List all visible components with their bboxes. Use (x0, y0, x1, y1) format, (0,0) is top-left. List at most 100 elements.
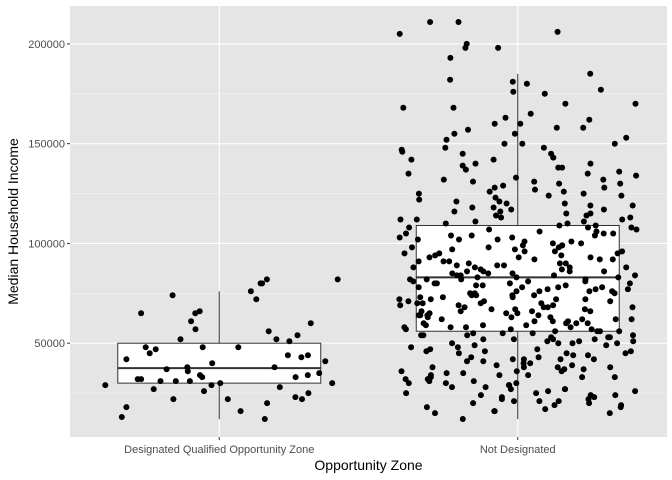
data-point (184, 368, 191, 375)
data-point (292, 374, 299, 381)
data-point (286, 338, 293, 345)
data-point (611, 140, 618, 147)
data-point (209, 360, 216, 367)
data-point (451, 208, 458, 215)
data-point (416, 196, 423, 203)
data-point (462, 166, 469, 173)
x-tick-label: Not Designated (480, 444, 556, 456)
data-point (556, 222, 563, 229)
data-point (512, 306, 519, 313)
data-point (532, 186, 538, 193)
data-point (413, 216, 420, 223)
data-point (509, 234, 516, 241)
data-point (237, 408, 244, 415)
data-point (485, 244, 492, 251)
data-point (496, 372, 503, 379)
data-point (584, 170, 591, 177)
data-point (557, 356, 564, 363)
data-point (397, 302, 404, 309)
data-point (493, 212, 499, 219)
data-point (558, 252, 565, 259)
data-point (273, 336, 280, 343)
data-point (414, 300, 421, 307)
data-point (599, 284, 606, 291)
data-point (172, 378, 179, 385)
data-point (409, 244, 415, 251)
iqr-box (117, 342, 322, 384)
data-point (453, 262, 460, 269)
data-point (552, 328, 559, 335)
data-point (471, 264, 478, 271)
data-point (568, 238, 575, 245)
data-point (606, 410, 613, 417)
data-point (465, 126, 471, 133)
data-point (495, 44, 502, 51)
data-point (544, 286, 551, 293)
data-point (550, 154, 557, 161)
data-point (497, 208, 504, 215)
data-point (551, 402, 558, 409)
data-point (600, 206, 607, 213)
data-point (170, 396, 177, 403)
data-point (551, 248, 558, 255)
data-point (503, 310, 510, 317)
data-point (464, 268, 470, 275)
data-point (486, 188, 493, 195)
data-point (146, 350, 153, 357)
data-point (118, 414, 125, 420)
data-point (400, 104, 407, 111)
data-point (633, 226, 640, 233)
data-point (406, 224, 413, 231)
data-point (511, 398, 517, 405)
data-point (523, 322, 530, 329)
data-point (542, 406, 549, 413)
minor-gridlines (70, 93, 667, 394)
data-point (470, 330, 477, 337)
data-point (562, 282, 569, 289)
data-point (507, 326, 514, 333)
data-point (525, 372, 532, 379)
data-point (396, 296, 403, 303)
data-point (271, 364, 278, 371)
data-point (627, 214, 634, 221)
data-point (559, 242, 566, 249)
data-point (591, 336, 598, 343)
data-point (299, 396, 305, 403)
y-tick-label: 200000 (28, 39, 65, 51)
data-point (457, 308, 464, 315)
data-point (630, 332, 636, 339)
data-point (563, 210, 570, 217)
data-point (480, 336, 487, 343)
data-point (449, 384, 455, 391)
data-point (508, 206, 515, 213)
data-point (499, 330, 506, 337)
data-point (632, 272, 638, 279)
data-point (607, 298, 614, 305)
data-point (102, 382, 109, 389)
data-point (451, 130, 458, 137)
data-point (468, 354, 475, 361)
data-point (456, 236, 462, 243)
data-point (582, 278, 589, 285)
data-point (521, 248, 528, 255)
data-point (545, 192, 552, 199)
data-point (458, 276, 465, 283)
data-point (586, 288, 593, 295)
data-point (605, 334, 612, 341)
data-point (491, 184, 498, 191)
data-point (549, 318, 556, 325)
data-point (615, 274, 622, 281)
data-point (590, 356, 597, 363)
data-point (587, 254, 594, 261)
data-point (442, 220, 449, 227)
data-point (562, 260, 569, 267)
data-point (616, 328, 623, 335)
data-point (582, 296, 589, 303)
x-axis-title: Opportunity Zone (314, 457, 422, 473)
data-point (417, 294, 424, 301)
data-point (502, 114, 509, 121)
data-point (474, 274, 481, 281)
data-point (257, 280, 264, 287)
data-point (261, 416, 268, 422)
data-point (632, 100, 639, 107)
